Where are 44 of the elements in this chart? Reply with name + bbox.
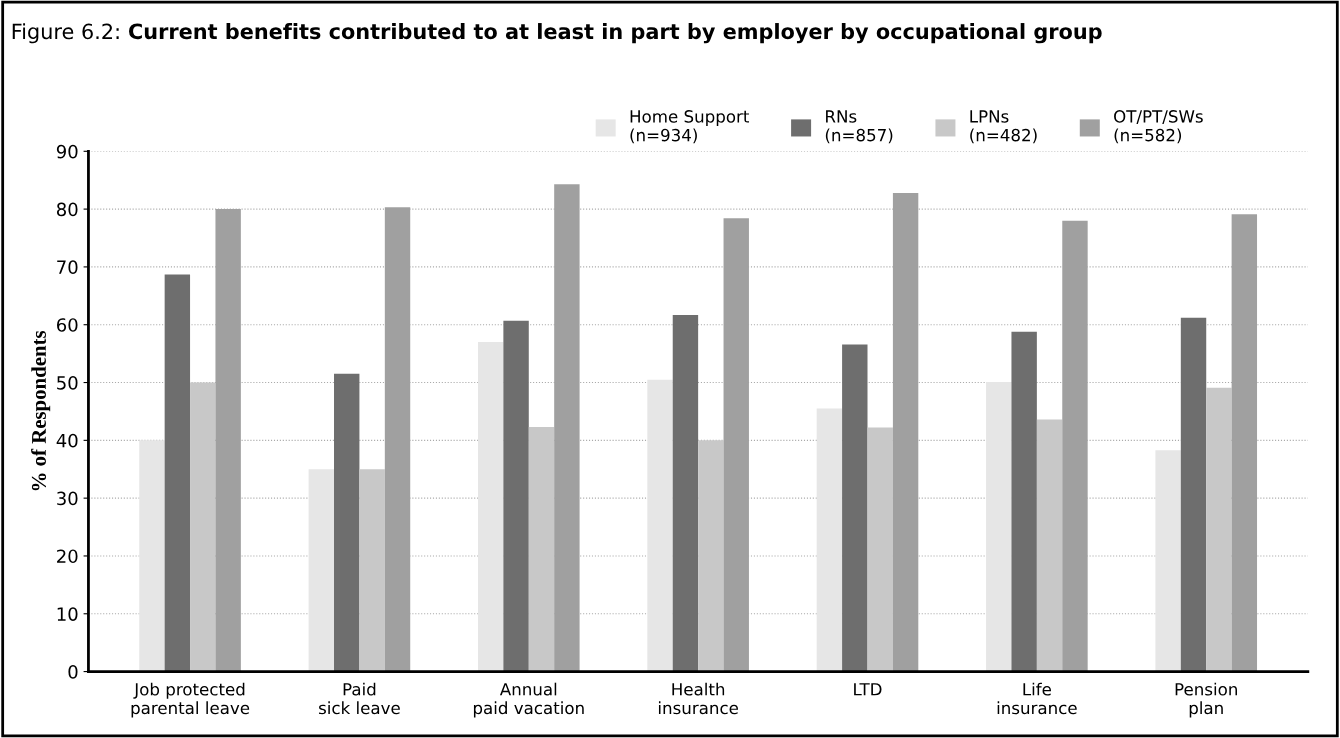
y-tick-label: 90 bbox=[56, 144, 78, 159]
bar bbox=[842, 344, 868, 672]
x-tick-label: Pension plan bbox=[1175, 682, 1237, 718]
bar bbox=[1180, 317, 1207, 672]
bar bbox=[359, 469, 385, 672]
bar bbox=[503, 320, 529, 672]
y-tick-label: 10 bbox=[57, 607, 78, 621]
legend-label: LPNs (n=482) bbox=[970, 110, 1037, 144]
legend-label: OT/PT/SWs (n=582) bbox=[1114, 110, 1203, 144]
bar bbox=[698, 440, 724, 672]
x-tick-label: LTD bbox=[854, 683, 882, 696]
bar bbox=[164, 274, 191, 672]
bar bbox=[1206, 387, 1232, 672]
bar bbox=[672, 314, 699, 672]
y-tick-label: 20 bbox=[57, 549, 78, 564]
y-tick-label: 40 bbox=[56, 433, 78, 448]
bar bbox=[308, 469, 335, 672]
legend-label: Home Support (n=934) bbox=[630, 110, 750, 144]
bar bbox=[528, 427, 555, 672]
bar bbox=[1036, 419, 1063, 672]
bar bbox=[867, 427, 893, 672]
bar bbox=[986, 381, 1012, 672]
y-tick-label: 80 bbox=[56, 202, 78, 217]
x-tick-label: Health insurance bbox=[658, 682, 738, 715]
bar bbox=[477, 342, 504, 672]
y-tick-label: 70 bbox=[57, 260, 78, 275]
y-axis-title: % of Respondents bbox=[31, 330, 51, 491]
y-tick-label: 60 bbox=[57, 318, 78, 332]
x-tick-label: Annual paid vacation bbox=[473, 682, 584, 718]
x-tick-label: Paid sick leave bbox=[319, 682, 400, 715]
chart-title: Figure 6.2: Current benefits contributed to at least in part by employer by occupational group bbox=[12, 23, 1102, 44]
x-tick-label: Life insurance bbox=[997, 682, 1077, 715]
bar bbox=[1155, 450, 1181, 672]
y-tick-label: 30 bbox=[57, 491, 78, 506]
y-tick-label: 0 bbox=[68, 665, 78, 679]
bar bbox=[647, 379, 673, 672]
y-tick-label: 50 bbox=[57, 375, 78, 390]
bar bbox=[139, 440, 165, 672]
legend-label: RNs (n=857) bbox=[825, 110, 893, 144]
bar bbox=[1011, 331, 1037, 672]
bar bbox=[334, 373, 360, 672]
bar bbox=[816, 408, 843, 672]
x-tick-label: Job protected parental leave bbox=[131, 682, 250, 718]
bar bbox=[190, 382, 216, 672]
